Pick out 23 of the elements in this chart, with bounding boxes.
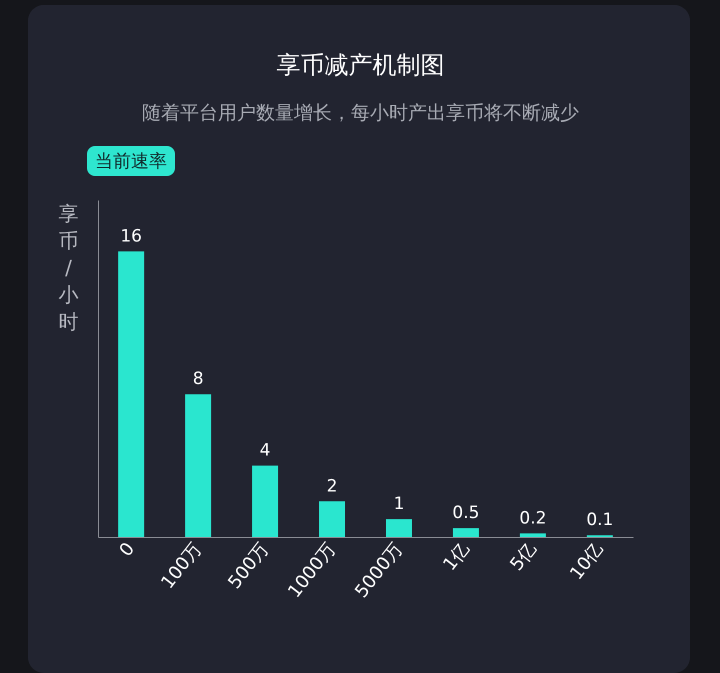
x-tick-label: 0 (115, 538, 140, 561)
chart-subtitle: 随着平台用户数量增长，每小时产出享币将不断减少 (142, 102, 579, 124)
x-tick-label: 1亿 (439, 538, 474, 575)
data-label: 2 (326, 476, 338, 496)
data-label: 4 (260, 440, 270, 461)
data-label: 0.1 (586, 510, 614, 530)
data-label: 8 (192, 369, 204, 390)
x-tick-label: 10亿 (566, 538, 608, 584)
bar (452, 528, 479, 537)
data-label: 0.2 (519, 508, 546, 528)
data-label: 0.5 (452, 503, 480, 524)
bar (185, 394, 212, 537)
bar (118, 251, 144, 537)
y-axis-title: 享币/小时 (58, 202, 78, 334)
data-label: 1 (394, 494, 404, 514)
bar (520, 533, 546, 537)
text: 当前速率 (87, 146, 176, 176)
bar (252, 466, 278, 537)
bar (319, 501, 346, 537)
bar (386, 519, 412, 537)
x-tick-label: 5亿 (506, 538, 541, 575)
chart-title: 享币减产机制图 (276, 51, 444, 79)
data-label: 16 (120, 226, 142, 246)
